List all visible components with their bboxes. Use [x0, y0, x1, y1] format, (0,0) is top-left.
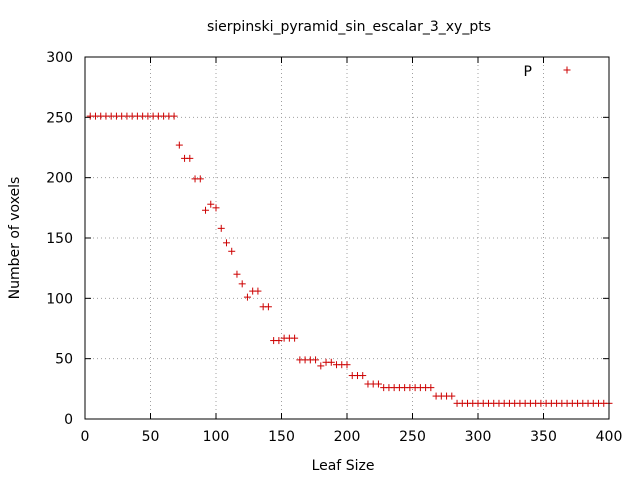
data-point — [233, 270, 241, 278]
data-point — [243, 293, 251, 301]
data-point — [175, 141, 183, 149]
data-point — [217, 224, 225, 232]
x-tick-label: 200 — [334, 429, 361, 445]
legend-series-marker — [563, 66, 571, 74]
data-point — [317, 362, 325, 370]
plot-frame — [84, 56, 610, 420]
x-tick-label: 50 — [142, 429, 160, 445]
y-tick-label: 200 — [46, 171, 73, 187]
legend: P — [524, 64, 571, 80]
data-point — [170, 112, 178, 120]
y-axis-label: Number of voxels — [7, 177, 23, 300]
x-tick-label: 400 — [596, 429, 623, 445]
data-point — [207, 200, 215, 208]
data-point — [312, 356, 320, 364]
legend-marker-plus — [563, 66, 571, 74]
y-tick-label: 250 — [46, 110, 73, 126]
x-axis-label: Leaf Size — [312, 458, 375, 474]
data-point — [212, 204, 220, 212]
data-point — [264, 303, 272, 311]
x-axis-ticks: 0 50 100 150 200 250 300 350 400 — [81, 57, 623, 445]
legend-series-label: P — [524, 64, 532, 80]
y-tick-label: 300 — [46, 50, 73, 66]
data-point — [275, 337, 283, 345]
data-point — [343, 361, 351, 369]
data-point — [196, 175, 204, 183]
x-tick-label: 100 — [203, 429, 230, 445]
data-point — [238, 280, 246, 288]
data-points — [86, 112, 613, 407]
data-point — [291, 334, 299, 342]
data-point — [254, 287, 262, 295]
y-tick-label: 0 — [64, 412, 73, 428]
y-axis-ticks: 0 50 100 150 200 250 300 — [46, 50, 609, 428]
data-point — [327, 358, 335, 366]
data-point — [427, 384, 435, 392]
data-point — [448, 392, 456, 400]
data-point — [228, 247, 236, 255]
grid-lines — [85, 57, 609, 419]
y-tick-label: 150 — [46, 231, 73, 247]
data-point — [374, 380, 382, 388]
data-point — [202, 206, 210, 214]
y-tick-label: 100 — [46, 291, 73, 307]
data-point — [359, 372, 367, 380]
y-tick-label: 50 — [55, 352, 73, 368]
data-point — [186, 154, 194, 162]
x-tick-label: 150 — [268, 429, 295, 445]
x-tick-label: 300 — [465, 429, 492, 445]
x-tick-label: 350 — [530, 429, 557, 445]
x-tick-label: 250 — [399, 429, 426, 445]
x-tick-label: 0 — [81, 429, 90, 445]
chart-title: sierpinski_pyramid_sin_escalar_3_xy_pts — [207, 19, 491, 35]
data-point — [222, 239, 230, 247]
